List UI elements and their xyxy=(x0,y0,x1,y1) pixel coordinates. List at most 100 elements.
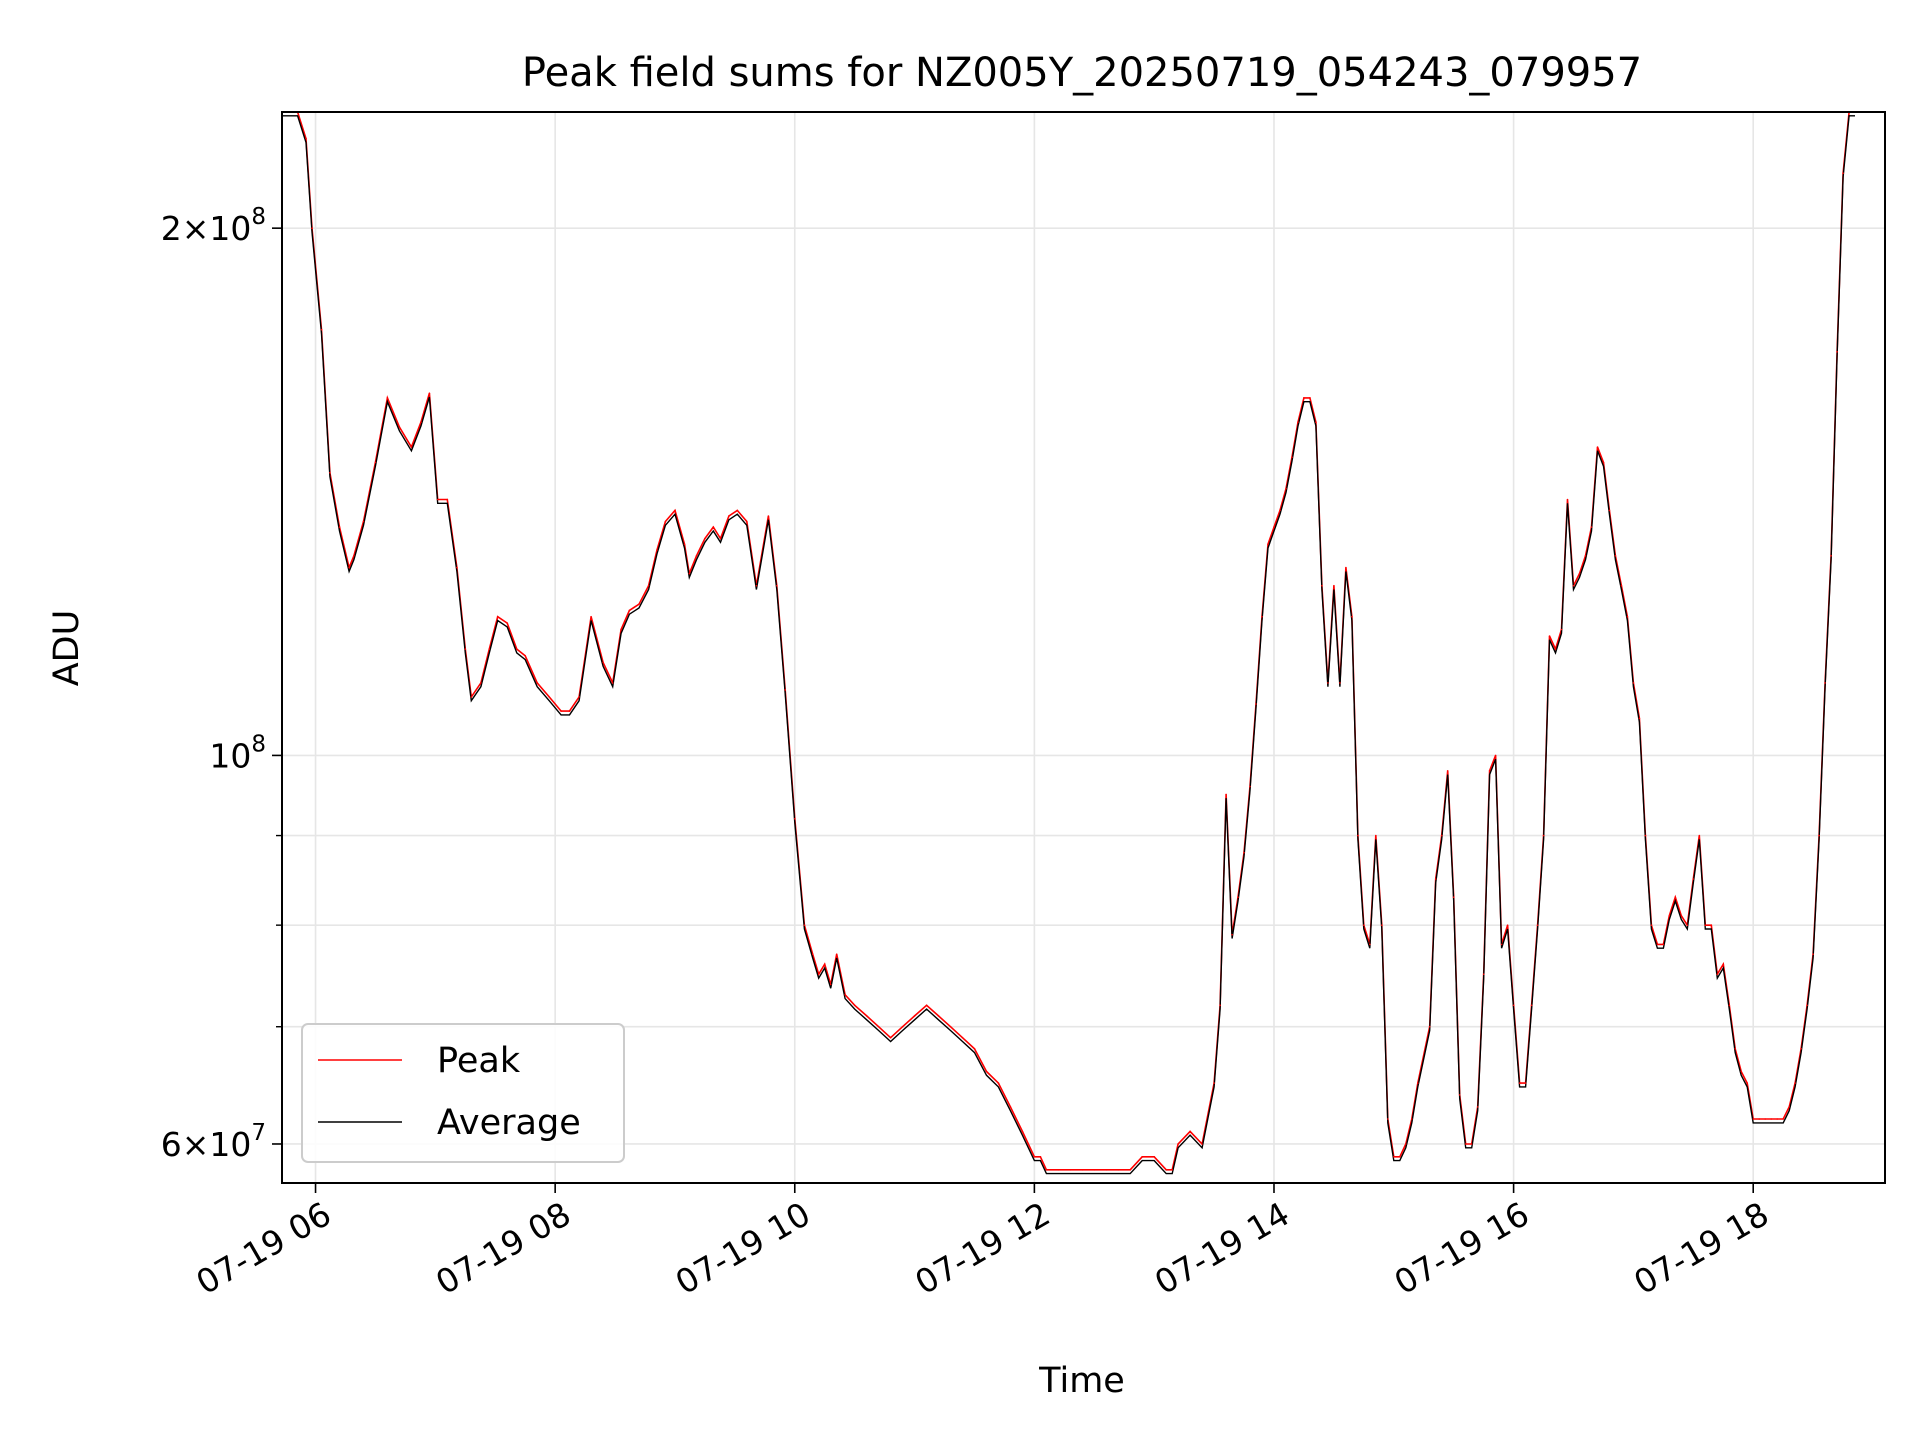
data-point xyxy=(997,1082,1000,1084)
data-point xyxy=(1452,896,1455,898)
chart-title: Peak field sums for NZ005Y_20250719_0542… xyxy=(522,50,1642,96)
data-point xyxy=(1770,1118,1772,1120)
data-point xyxy=(1530,1004,1533,1007)
data-point xyxy=(1746,1082,1748,1084)
data-point xyxy=(835,953,838,955)
data-point xyxy=(1213,1082,1215,1084)
data-point xyxy=(1363,924,1365,926)
data-point xyxy=(1560,628,1563,631)
data-point xyxy=(1434,878,1437,880)
data-point xyxy=(374,461,377,464)
data-point xyxy=(1614,555,1617,557)
data-point xyxy=(1656,943,1659,946)
legend: Peak Average xyxy=(301,1023,625,1163)
data-point xyxy=(1105,1169,1108,1171)
data-point xyxy=(704,537,706,540)
data-point xyxy=(961,1036,964,1039)
data-point xyxy=(1093,1169,1096,1171)
data-point xyxy=(1806,1004,1808,1007)
y-axis: 6×107 108 2×108 xyxy=(161,204,282,1164)
data-point xyxy=(1584,555,1587,557)
data-point xyxy=(1255,703,1257,705)
data-point xyxy=(925,1004,928,1007)
data-point xyxy=(456,566,458,569)
data-point xyxy=(1638,717,1641,720)
data-point xyxy=(803,924,806,926)
data-point xyxy=(1728,1004,1731,1007)
data-point xyxy=(446,498,449,501)
data-point xyxy=(985,1070,988,1073)
data-point xyxy=(811,953,814,955)
data-point xyxy=(353,555,355,557)
data-point xyxy=(844,994,846,996)
data-point xyxy=(1375,834,1377,837)
data-point xyxy=(1704,924,1707,926)
data-point xyxy=(1297,421,1299,423)
data-point xyxy=(496,615,499,618)
data-point xyxy=(1668,914,1671,917)
data-point xyxy=(712,526,715,528)
data-point xyxy=(516,648,518,650)
data-point xyxy=(590,615,592,618)
data-point xyxy=(776,584,778,587)
data-point xyxy=(1542,834,1545,837)
data-point xyxy=(1177,1143,1179,1145)
data-point xyxy=(1411,1118,1413,1120)
data-point xyxy=(1716,973,1719,975)
data-point xyxy=(1171,1169,1173,1171)
data-point xyxy=(1117,1169,1119,1171)
data-point xyxy=(420,421,422,423)
data-point xyxy=(1722,963,1725,965)
data-point xyxy=(1524,1082,1527,1084)
data-point xyxy=(1644,834,1647,837)
data-point xyxy=(1267,543,1269,545)
data-point xyxy=(767,515,770,517)
data-point xyxy=(1596,446,1599,448)
data-point xyxy=(1446,770,1449,772)
data-point xyxy=(305,137,307,140)
data-point xyxy=(1692,878,1695,880)
data-point xyxy=(1249,785,1251,788)
data-point xyxy=(1057,1169,1060,1171)
data-point xyxy=(1620,584,1623,587)
data-point xyxy=(1500,943,1503,946)
data-point xyxy=(1081,1169,1084,1171)
data-point xyxy=(1464,1143,1467,1145)
y-tick-label: 2×108 xyxy=(161,204,266,248)
data-point xyxy=(736,509,739,512)
data-point xyxy=(311,227,313,229)
data-point xyxy=(1506,924,1509,926)
data-point xyxy=(728,515,730,517)
data-point xyxy=(1315,421,1317,423)
data-point xyxy=(1626,615,1629,618)
data-point xyxy=(1674,896,1677,898)
data-point xyxy=(1662,943,1665,946)
data-point xyxy=(560,710,562,712)
data-point xyxy=(755,584,758,587)
data-point xyxy=(1518,1082,1521,1084)
data-point xyxy=(506,622,509,624)
data-point xyxy=(1021,1130,1024,1133)
y-tick-label: 108 xyxy=(209,731,266,775)
data-point xyxy=(338,526,341,528)
data-point xyxy=(628,609,631,612)
data-point xyxy=(1345,566,1347,569)
data-point xyxy=(1405,1143,1407,1145)
data-point xyxy=(1333,584,1335,587)
x-axis-label: Time xyxy=(1038,1361,1125,1401)
data-point xyxy=(1369,943,1371,946)
data-point xyxy=(746,520,748,523)
data-point xyxy=(536,682,538,684)
data-point xyxy=(1650,924,1653,926)
data-point xyxy=(611,682,614,684)
data-point xyxy=(1590,526,1593,528)
data-point xyxy=(1201,1143,1203,1145)
data-point xyxy=(1512,1004,1515,1007)
data-point xyxy=(1698,834,1701,837)
data-point xyxy=(1470,1143,1473,1145)
data-point xyxy=(719,537,722,540)
data-point xyxy=(1842,172,1844,174)
data-point xyxy=(674,509,676,512)
data-point xyxy=(1039,1156,1042,1158)
